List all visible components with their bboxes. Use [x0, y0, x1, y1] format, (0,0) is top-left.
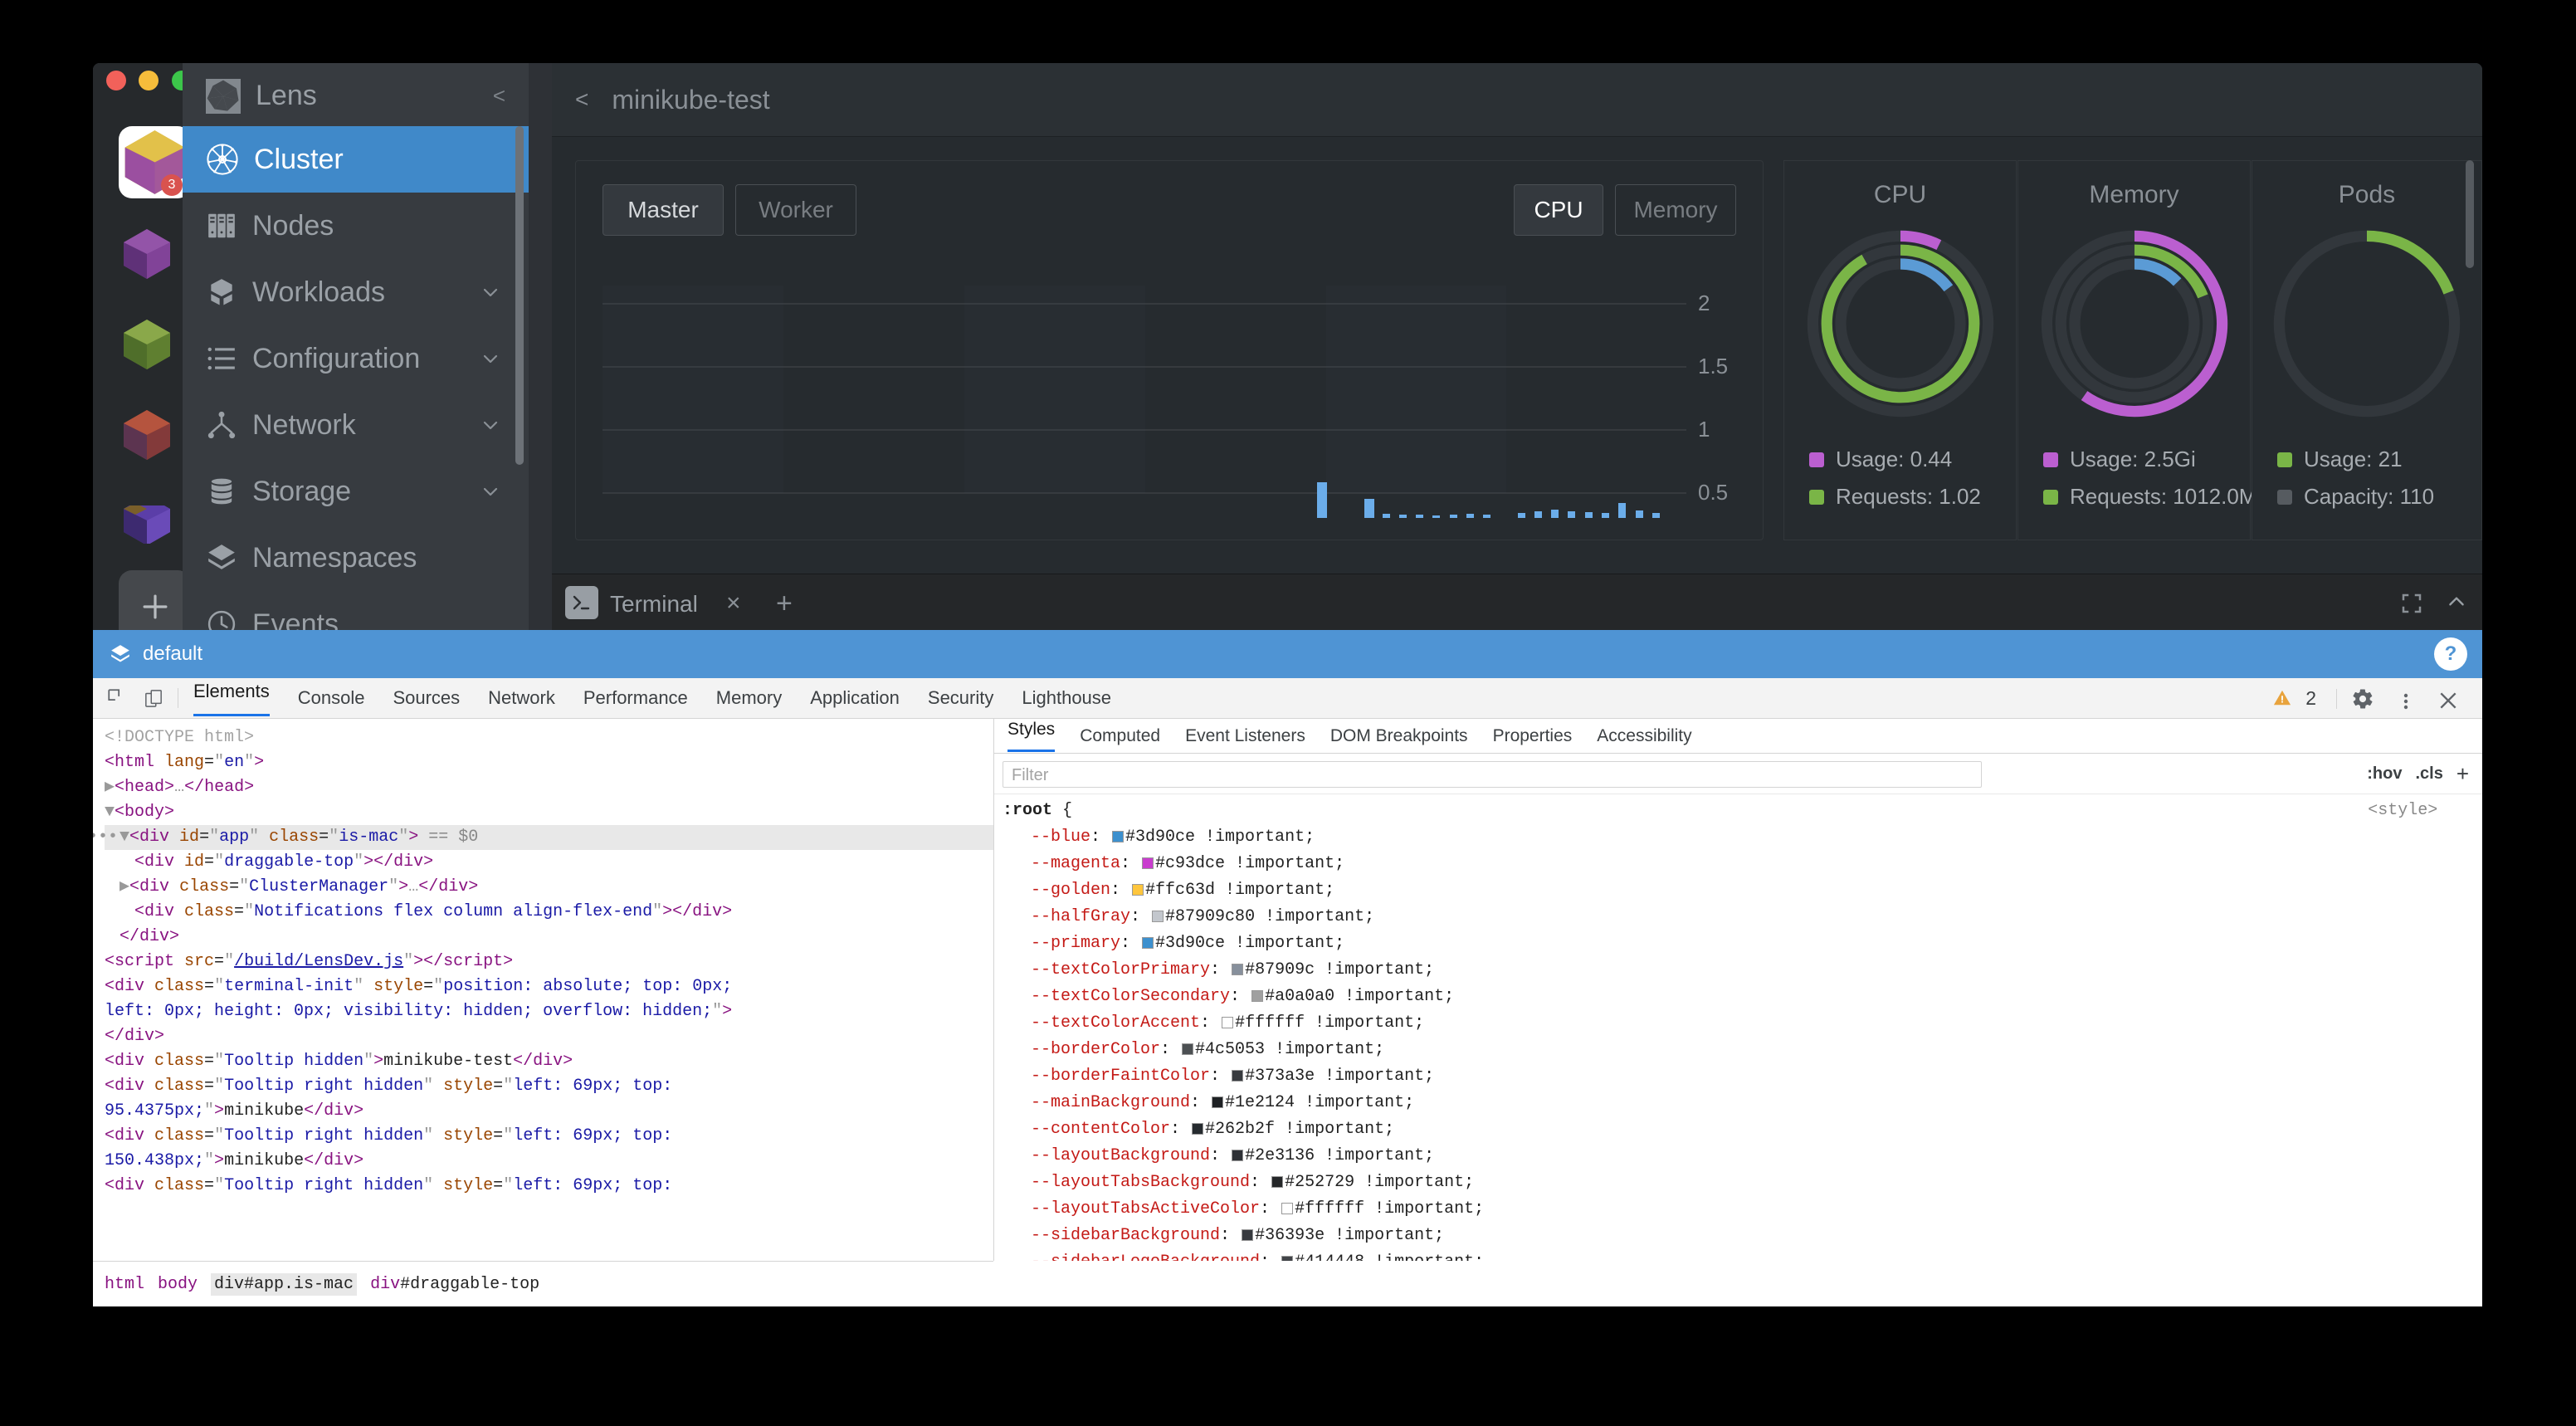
svg-text:1: 1 [1698, 417, 1710, 442]
svg-text:1.5: 1.5 [1698, 354, 1728, 378]
svg-text:2: 2 [1698, 291, 1710, 315]
svg-text:0.5: 0.5 [1698, 480, 1728, 505]
